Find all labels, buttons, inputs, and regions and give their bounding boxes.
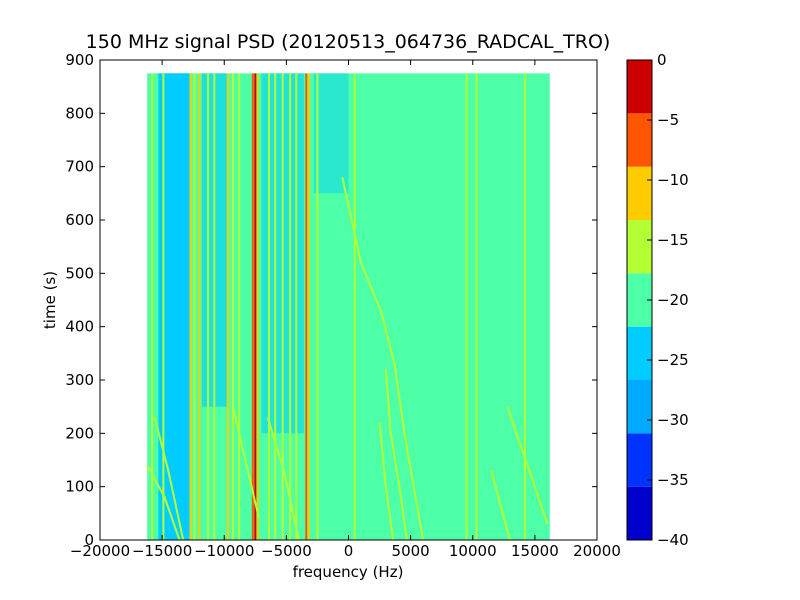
colorbar-segment [627,380,652,434]
colorbar-segment [627,113,652,167]
plot-area [146,73,550,540]
colorbar-tick-label: −40 [657,531,689,549]
x-axis: −20000 −15000 −10000 −5000 0 5000 10000 15000 20… [70,60,621,560]
signal-curve [231,406,260,519]
colorbar-tick-label: −25 [657,351,689,369]
signal-curve [384,369,408,540]
colorbar-tick-label: −20 [657,291,689,309]
colorbar-tick-label: −5 [657,111,679,129]
signal-curve [341,177,425,540]
signal-curve [266,417,300,540]
y-tick-label: 600 [65,211,94,229]
colorbar: −40 −35 −30 −25 −20 −15 −10 −5 0 [626,51,689,549]
colorbar-tick-label: −35 [657,471,689,489]
y-tick-label: 200 [65,424,94,442]
heatmap-low-band [313,73,349,194]
y-axis: 0 100 200 300 400 500 600 700 800 900 [65,51,597,549]
signal-curve [378,422,395,540]
x-tick-label: −15000 [132,542,192,560]
colorbar-segment [627,486,652,540]
x-tick-label: 0 [344,542,354,560]
colorbar-segment [627,433,652,487]
y-tick-label: 100 [65,478,94,496]
y-tick-label: 700 [65,158,94,176]
x-tick-label: −20000 [70,542,130,560]
signal-curve [506,406,549,525]
colorbar-tick-label: −15 [657,231,689,249]
y-axis-label: time (s) [41,271,59,329]
x-tick-label: −5000 [261,542,312,560]
y-tick-label: 500 [65,264,94,282]
x-tick-label: 5000 [392,542,430,560]
x-axis-label: frequency (Hz) [293,563,404,581]
x-tick-label: 20000 [573,542,621,560]
y-tick-label: 900 [65,51,94,69]
y-tick-label: 0 [84,531,94,549]
x-tick-label: 15000 [511,542,559,560]
colorbar-segment [627,60,652,114]
signal-curve [153,417,185,540]
y-tick-label: 300 [65,371,94,389]
colorbar-segment [627,166,652,220]
chart-title: 150 MHz signal PSD (20120513_064736_RADC… [86,31,611,53]
colorbar-tick-label: −30 [657,411,689,429]
colorbar-segment [627,220,652,274]
signal-curve [490,470,511,540]
y-tick-label: 800 [65,104,94,122]
colorbar-tick-label: 0 [657,51,667,69]
colorbar-tick-label: −10 [657,171,689,189]
x-tick-label: −10000 [194,542,254,560]
y-tick-label: 400 [65,318,94,336]
x-tick-label: 10000 [449,542,497,560]
signal-curve [146,464,181,540]
colorbar-segment [627,326,652,380]
